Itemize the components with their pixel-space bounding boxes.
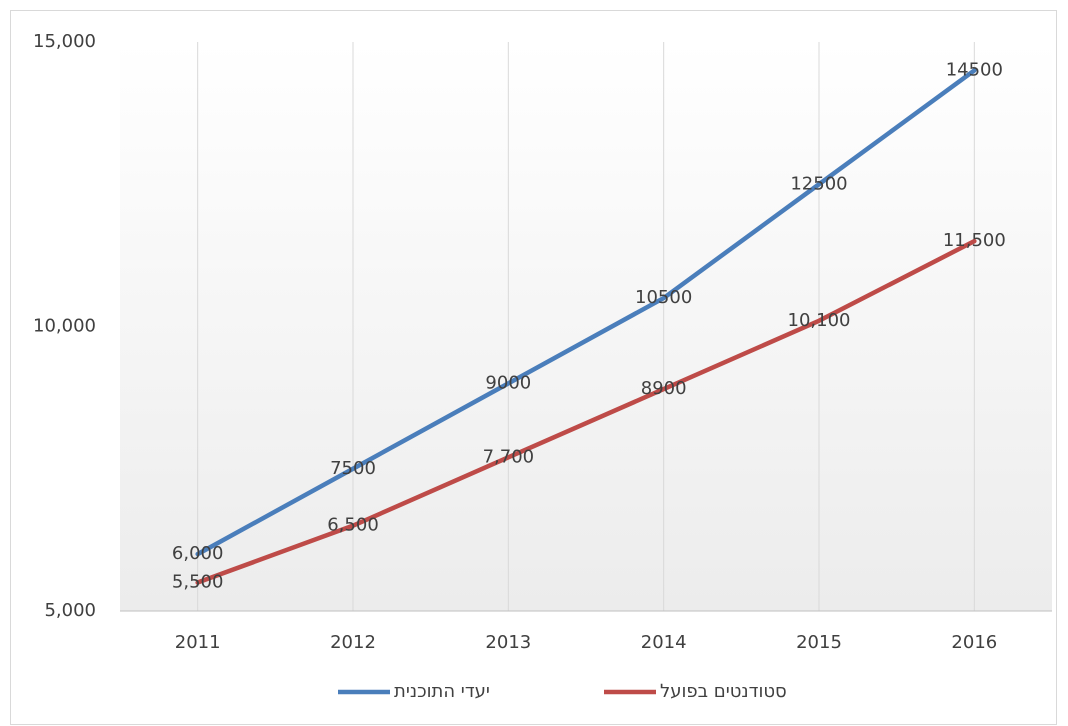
data-label: 8900: [641, 378, 687, 399]
x-tick-label: 2012: [330, 632, 376, 653]
data-label: 5,500: [172, 572, 224, 593]
data-label: 12500: [790, 173, 847, 194]
legend-label: יעדי התוכנית: [394, 681, 490, 702]
data-label: 7,700: [483, 446, 535, 467]
data-label: 10500: [635, 287, 692, 308]
data-label: 10,100: [788, 310, 851, 331]
x-tick-label: 2015: [796, 632, 842, 653]
legend-label: סטודנטים בפועל: [660, 681, 787, 702]
data-label: 7500: [330, 458, 376, 479]
data-label: 6,500: [327, 515, 379, 536]
x-tick-label: 2014: [641, 632, 687, 653]
x-tick-label: 2011: [175, 632, 221, 653]
plot-background: [120, 42, 1052, 611]
y-tick-label: 5,000: [44, 600, 96, 621]
data-label: 14500: [946, 59, 1003, 80]
series-line: [195, 68, 977, 557]
data-label: 6,000: [172, 543, 224, 564]
y-tick-label: 10,000: [33, 316, 96, 337]
data-label: 11,500: [943, 230, 1006, 251]
series-line: [195, 238, 977, 585]
x-tick-label: 2016: [951, 632, 997, 653]
data-label: 9000: [485, 372, 531, 393]
y-tick-label: 15,000: [33, 31, 96, 52]
x-tick-label: 2013: [485, 632, 531, 653]
